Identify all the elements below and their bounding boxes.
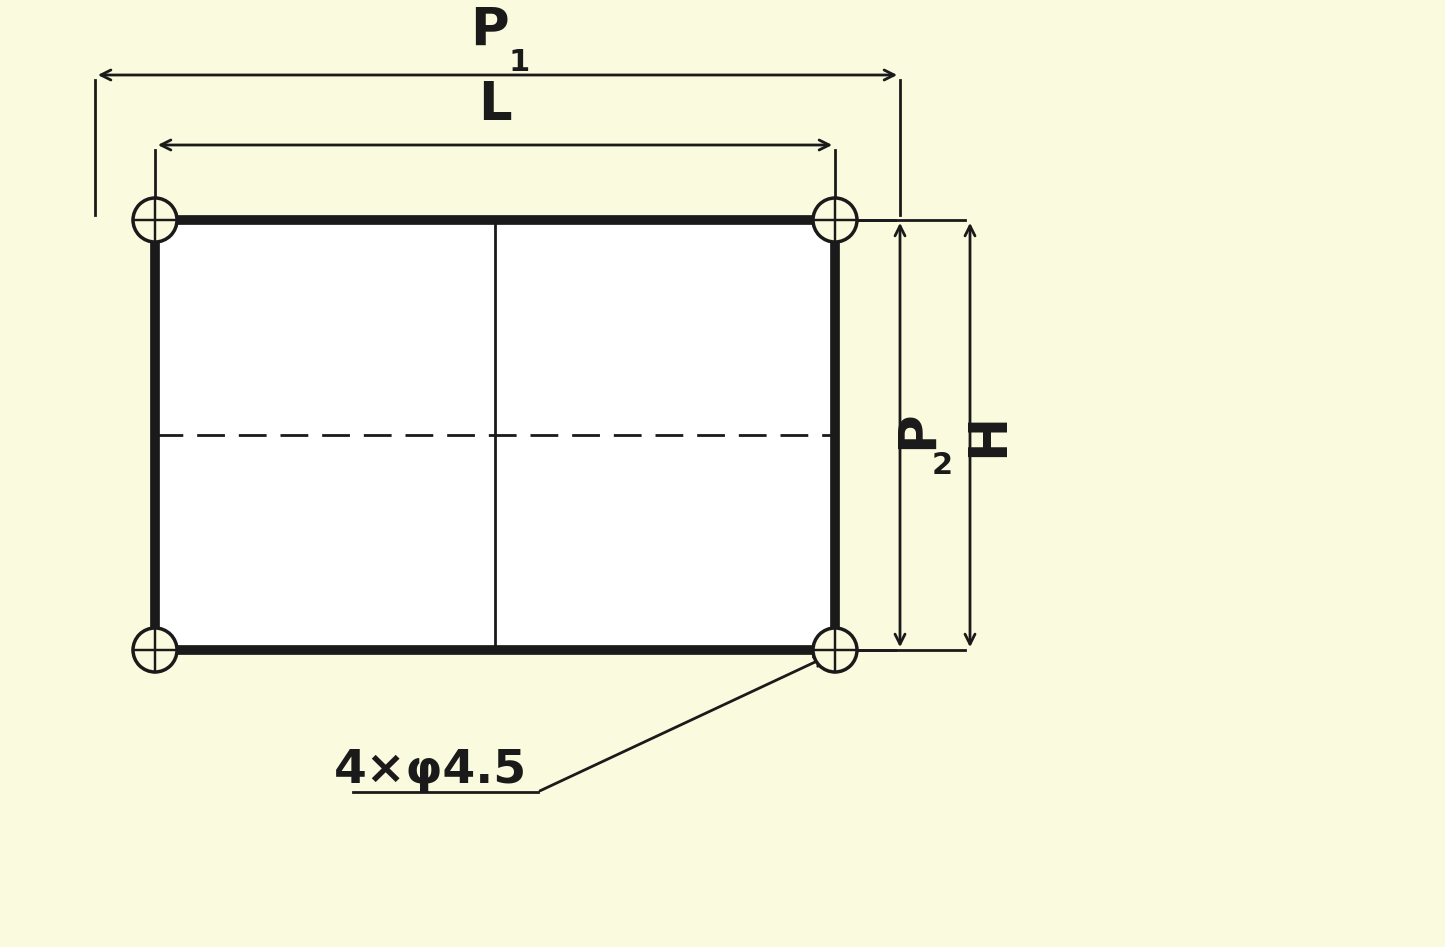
Circle shape — [814, 198, 857, 242]
Text: 2: 2 — [932, 451, 952, 479]
Text: 4×φ4.5: 4×φ4.5 — [334, 747, 526, 793]
Text: P: P — [470, 5, 509, 57]
Circle shape — [133, 198, 176, 242]
Text: L: L — [478, 79, 512, 131]
Circle shape — [133, 628, 176, 672]
Circle shape — [814, 628, 857, 672]
Text: P: P — [892, 411, 944, 449]
Text: H: H — [962, 413, 1014, 457]
Text: 1: 1 — [509, 48, 530, 77]
Bar — [155, 220, 835, 650]
